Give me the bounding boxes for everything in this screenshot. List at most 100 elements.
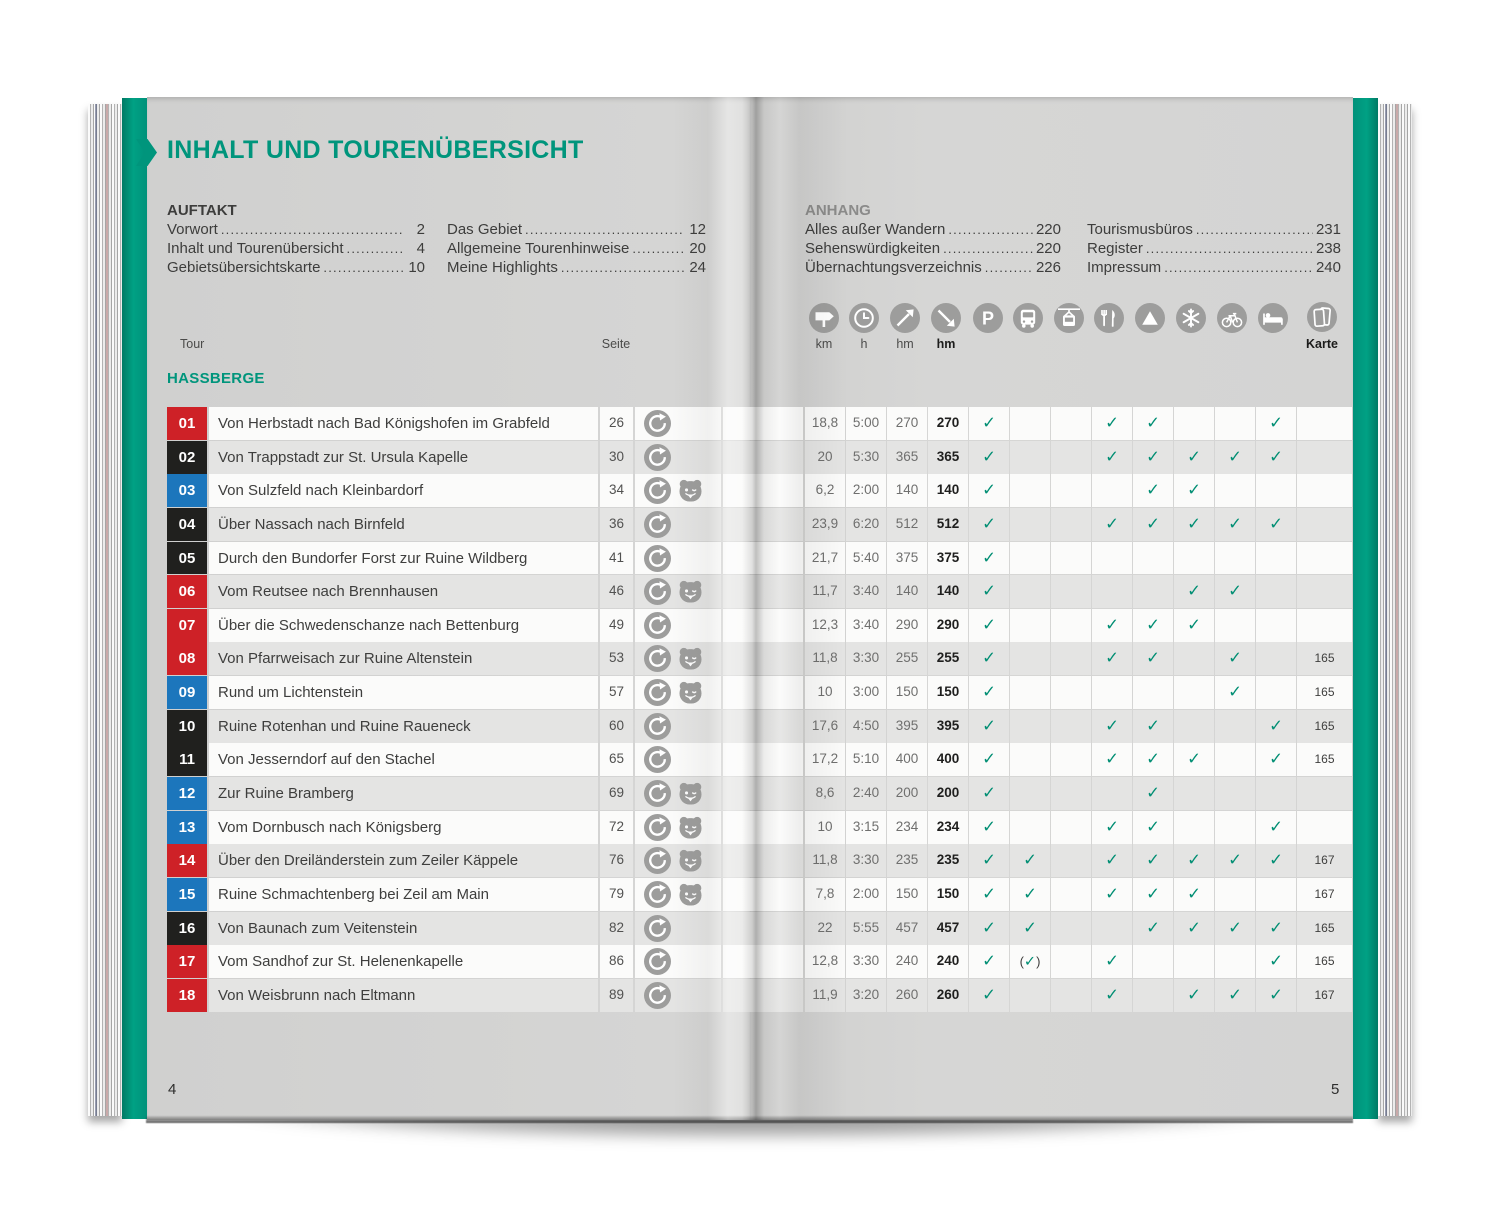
restaurant-check-cell: ✓ (1092, 642, 1132, 676)
tour-descent-hm: 150 (928, 877, 968, 911)
tour-km: 6,2 (805, 474, 845, 508)
tour-ascent-hm: 400 (887, 743, 927, 777)
tour-number-badge: 01 (167, 407, 207, 440)
restaurant-check-cell (1092, 777, 1132, 810)
snowflake-check-cell (1174, 709, 1214, 743)
check-icon: ✓ (1269, 817, 1283, 836)
restaurant-check-cell (1092, 575, 1132, 609)
tour-row: 08 Von Pfarrweisach zur Ruine Altenstein 5… (167, 642, 1352, 676)
check-icon: ✓ (1146, 750, 1160, 769)
bed-check-cell: ✓ (1256, 810, 1296, 844)
loop-icon (644, 948, 671, 975)
tour-row: 02 Von Trappstadt zur St. Ursula Kapelle 3… (167, 440, 1352, 475)
summit-check-cell: ✓ (1133, 743, 1173, 777)
bed-check-cell: ✓ (1256, 440, 1296, 474)
check-icon: ✓ (1269, 514, 1283, 533)
tour-row: 03 Von Sulzfeld nach Kleinbardorf 34 6,2 2:0… (167, 474, 1352, 508)
tour-ascent-hm: 365 (887, 440, 927, 474)
snowflake-check-cell: ✓ (1174, 978, 1214, 1012)
tour-type-icons (635, 709, 721, 743)
tour-km: 10 (805, 810, 845, 844)
toc-dot-leader (561, 259, 685, 276)
signpost-icon (809, 303, 839, 333)
check-icon: ✓ (1187, 514, 1201, 533)
tour-page: 49 (600, 608, 633, 642)
tour-name: Ruine Rotenhan und Ruine Raueneck (209, 709, 598, 743)
tour-type-icons (635, 743, 721, 777)
toc-entry-label: Übernachtungsverzeichnis (805, 258, 982, 276)
bus-check-cell (1010, 709, 1050, 743)
check-icon: ✓ (982, 615, 996, 634)
tour-km: 18,8 (805, 407, 845, 440)
bike-check-cell: ✓ (1215, 844, 1255, 878)
parking-icon (973, 303, 1003, 333)
tour-map-page: 165 (1297, 911, 1352, 945)
tour-km: 23,9 (805, 507, 845, 541)
check-icon: ✓ (1187, 615, 1201, 634)
tour-page: 79 (600, 877, 633, 911)
tour-page: 36 (600, 507, 633, 541)
check-icon: ✓ (1105, 447, 1119, 466)
left-cover-accent-strip (122, 98, 147, 1119)
bike-check-cell (1215, 608, 1255, 642)
toc-entry-page: 12 (689, 221, 706, 238)
tour-km: 8,6 (805, 777, 845, 810)
loop-icon (644, 511, 671, 538)
bike-check-cell (1215, 743, 1255, 777)
cablecar-check-cell (1051, 676, 1091, 710)
loop-icon (644, 410, 671, 437)
summit-check-cell (1133, 978, 1173, 1012)
tour-hours: 2:00 (846, 474, 886, 508)
family-icon (677, 814, 704, 841)
check-icon: ✓ (1187, 447, 1201, 466)
snowflake-check-cell (1174, 777, 1214, 810)
toc-entry-page: 4 (416, 239, 425, 257)
loop-icon (644, 713, 671, 740)
restaurant-check-cell (1092, 474, 1132, 508)
tour-descent-hm: 457 (928, 911, 968, 945)
check-icon: ✓ (1105, 615, 1119, 634)
toc-entry: Impressum 240 (1087, 259, 1341, 278)
bed-check-cell (1256, 541, 1296, 575)
check-icon: ✓ (1146, 817, 1160, 836)
summit-check-cell: ✓ (1133, 642, 1173, 676)
check-icon: ✓ (1105, 817, 1119, 836)
tour-row: 13 Vom Dornbusch nach Königsberg 72 10 3:15 2… (167, 810, 1352, 845)
tour-km: 11,8 (805, 844, 845, 878)
tour-map-page (1297, 777, 1352, 810)
check-icon: ✓ (1187, 884, 1201, 903)
summit-check-cell: ✓ (1133, 844, 1173, 878)
check-icon: ✓ (1105, 716, 1119, 735)
check-icon: ✓ (1228, 514, 1242, 533)
tour-name: Rund um Lichtenstein (209, 676, 598, 710)
toc-entry: Alles außer Wandern 220 (805, 221, 1061, 240)
loop-icon (644, 545, 671, 572)
empty-cell (723, 945, 803, 979)
cablecar-check-cell (1051, 474, 1091, 508)
empty-cell (723, 709, 803, 743)
tour-ascent-hm: 255 (887, 642, 927, 676)
tour-descent-hm: 260 (928, 978, 968, 1012)
tour-ascent-hm: 260 (887, 978, 927, 1012)
tour-row: 16 Von Baunach zum Veitenstein 82 22 5:55 457… (167, 911, 1352, 946)
loop-icon (644, 847, 671, 874)
bus-check-cell (1010, 440, 1050, 474)
cablecar-check-cell (1051, 777, 1091, 810)
check-icon: ✓ (1228, 582, 1242, 601)
bike-check-cell (1215, 777, 1255, 810)
check-icon: ✓ (982, 952, 996, 971)
bed-check-cell (1256, 777, 1296, 810)
bed-check-cell: ✓ (1256, 709, 1296, 743)
bus-icon (1013, 303, 1043, 333)
tour-number-badge: 05 (167, 541, 207, 575)
tour-hours: 3:15 (846, 810, 886, 844)
check-icon: ✓ (1146, 447, 1160, 466)
toc-dot-leader (632, 240, 685, 257)
check-icon: ✓ (1228, 918, 1242, 937)
check-icon: ✓ (1105, 985, 1119, 1004)
tour-map-page (1297, 575, 1352, 609)
check-icon: ✓ (1269, 952, 1283, 971)
toc-entry: Register 238 (1087, 240, 1341, 259)
family-icon (677, 847, 704, 874)
